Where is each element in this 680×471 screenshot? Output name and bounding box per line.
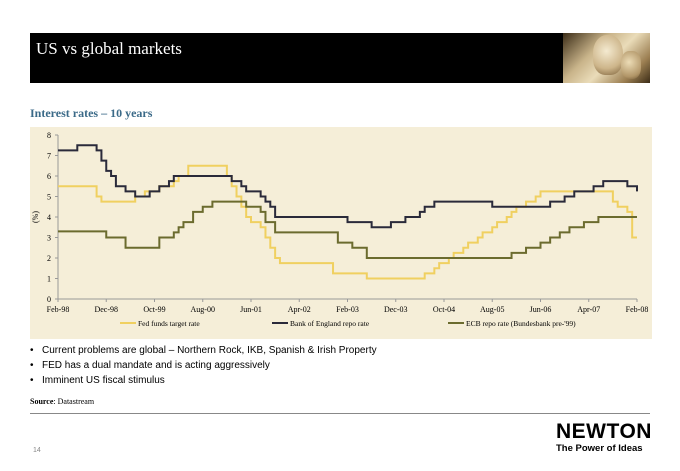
y-tick-label: 0 — [47, 295, 51, 304]
x-tick-label: Feb-03 — [336, 305, 359, 314]
y-tick-label: 8 — [47, 131, 51, 140]
x-tick-label: Aug-00 — [191, 305, 215, 314]
x-tick-label: Aug-05 — [480, 305, 504, 314]
legend-label: Bank of England repo rate — [290, 319, 370, 328]
bullet-item: FED has a dual mandate and is acting agg… — [30, 358, 377, 373]
x-tick-label: Oct-04 — [433, 305, 455, 314]
chart-panel: 0 1 2 3 4 5 6 7 8 Feb-98 Dec-98 Oct-99 Aug-00 Jun-01 A… — [30, 127, 652, 339]
source-label: Source — [30, 397, 54, 406]
source-text: : Datastream — [53, 397, 95, 406]
y-axis-label: (%) — [31, 211, 40, 223]
x-tick-label: Apr-07 — [577, 305, 600, 314]
x-tick-label: Dec-03 — [384, 305, 408, 314]
bullet-list: Current problems are global – Northern R… — [30, 343, 377, 388]
legend-label: Fed funds target rate — [138, 319, 200, 328]
logo-tagline: The Power of Ideas — [556, 443, 643, 454]
series-line — [58, 144, 638, 229]
x-tick-label: Dec-98 — [94, 305, 118, 314]
x-tick-label: Apr-02 — [288, 305, 311, 314]
y-tick-label: 4 — [47, 213, 51, 222]
x-tick-label: Oct-99 — [143, 305, 165, 314]
chart-subtitle: Interest rates – 10 years — [30, 106, 153, 120]
series-line — [58, 200, 637, 259]
newton-logo: NEWTON — [556, 420, 652, 443]
legend-label: ECB repo rate (Bundesbank pre-'99) — [466, 319, 576, 328]
page-number: 14 — [33, 447, 41, 454]
statue-image — [563, 33, 650, 83]
statue-head — [593, 35, 623, 75]
y-tick-label: 1 — [47, 275, 51, 284]
title-bar: US vs global markets — [30, 33, 650, 83]
x-tick-label: Feb-08 — [626, 305, 649, 314]
statue-hand — [621, 51, 641, 79]
page-title: US vs global markets — [36, 39, 182, 58]
y-tick-label: 2 — [47, 254, 51, 263]
footer-divider — [30, 413, 650, 414]
interest-rate-chart: 0 1 2 3 4 5 6 7 8 Feb-98 Dec-98 Oct-99 Aug-00 Jun-01 A… — [31, 131, 649, 328]
x-tick-label: Feb-98 — [47, 305, 70, 314]
y-tick-label: 5 — [47, 193, 51, 202]
x-tick-label: Jun-06 — [530, 305, 552, 314]
source-note: Source: Datastream — [30, 397, 94, 406]
x-tick-label: Jun-01 — [240, 305, 262, 314]
y-tick-label: 7 — [47, 152, 51, 161]
bullet-item: Current problems are global – Northern R… — [30, 343, 377, 358]
bullet-item: Imminent US fiscal stimulus — [30, 373, 377, 388]
y-tick-label: 6 — [47, 172, 51, 181]
y-tick-label: 3 — [47, 234, 51, 243]
